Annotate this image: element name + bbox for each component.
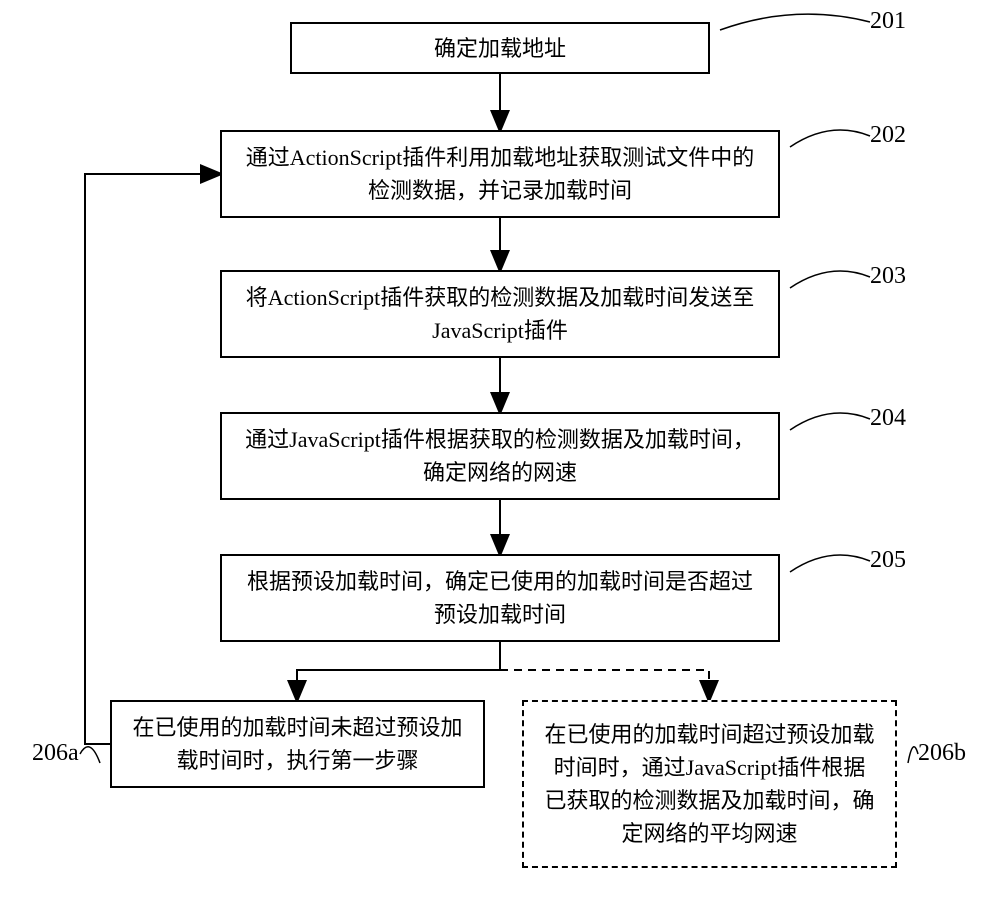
flowchart-node-n204: 通过JavaScript插件根据获取的检测数据及加载时间，确定网络的网速 — [220, 412, 780, 500]
step-label-n201: 201 — [870, 8, 906, 35]
step-label-n202: 202 — [870, 122, 906, 149]
node-text: 将ActionScript插件获取的检测数据及加载时间发送至JavaScript… — [242, 281, 758, 347]
flowchart-node-n206a: 在已使用的加载时间未超过预设加载时间时，执行第一步骤 — [110, 700, 485, 788]
edge-n205-n206b — [500, 642, 709, 700]
edge-n206a-n202 — [85, 174, 220, 744]
step-label-n204: 204 — [870, 405, 906, 432]
edge-n205-n206a — [297, 642, 500, 700]
node-text: 在已使用的加载时间未超过预设加载时间时，执行第一步骤 — [132, 711, 463, 777]
flowchart-node-n203: 将ActionScript插件获取的检测数据及加载时间发送至JavaScript… — [220, 270, 780, 358]
node-text: 确定加载地址 — [434, 32, 566, 65]
callout-line-5 — [80, 747, 100, 763]
step-label-n205: 205 — [870, 547, 906, 574]
callout-line-6 — [908, 747, 918, 763]
flowchart-node-n205: 根据预设加载时间，确定已使用的加载时间是否超过预设加载时间 — [220, 554, 780, 642]
step-label-n203: 203 — [870, 263, 906, 290]
step-label-n206a: 206a — [32, 740, 79, 767]
flowchart-node-n202: 通过ActionScript插件利用加载地址获取测试文件中的检测数据，并记录加载… — [220, 130, 780, 218]
callout-line-1 — [790, 130, 870, 147]
node-text: 通过JavaScript插件根据获取的检测数据及加载时间，确定网络的网速 — [242, 423, 758, 489]
flowchart-node-n206b: 在已使用的加载时间超过预设加载时间时，通过JavaScript插件根据已获取的检… — [522, 700, 897, 868]
flowchart-node-n201: 确定加载地址 — [290, 22, 710, 74]
callout-line-0 — [720, 14, 870, 30]
step-label-n206b: 206b — [918, 740, 966, 767]
node-text: 根据预设加载时间，确定已使用的加载时间是否超过预设加载时间 — [242, 565, 758, 631]
callout-line-2 — [790, 271, 870, 288]
callout-line-3 — [790, 413, 870, 430]
node-text: 通过ActionScript插件利用加载地址获取测试文件中的检测数据，并记录加载… — [242, 141, 758, 207]
callout-line-4 — [790, 555, 870, 572]
node-text: 在已使用的加载时间超过预设加载时间时，通过JavaScript插件根据已获取的检… — [544, 718, 875, 850]
